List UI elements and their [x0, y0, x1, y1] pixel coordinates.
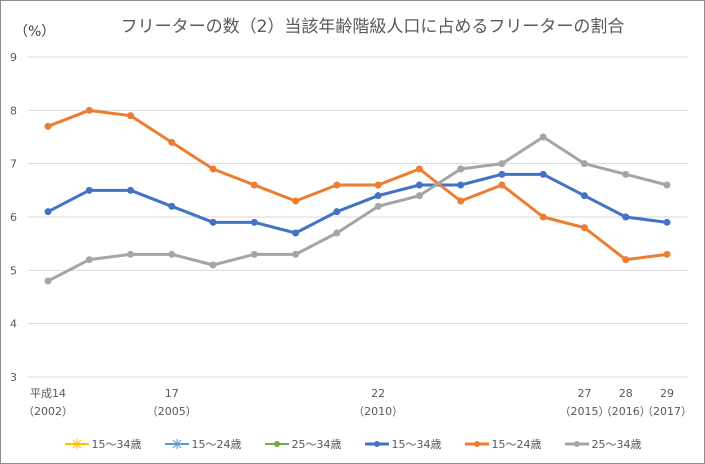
legend-label: 25～34歳 — [591, 438, 642, 451]
y-tick-label: 8 — [10, 104, 17, 117]
y-axis-unit: （%） — [14, 24, 56, 40]
data-point — [622, 256, 630, 264]
x-tick-label: 17 — [165, 387, 179, 400]
data-point — [374, 192, 382, 200]
data-point — [374, 181, 382, 189]
data-point — [292, 229, 300, 237]
x-tick-year-label: （2010） — [353, 405, 403, 418]
y-tick-label: 4 — [10, 318, 17, 331]
legend-item: 25～34歳 — [264, 436, 342, 452]
data-point — [333, 181, 341, 189]
series-2 — [44, 133, 671, 285]
data-point — [580, 224, 588, 232]
data-point — [415, 192, 423, 200]
data-point — [44, 277, 52, 285]
y-tick-label: 3 — [10, 371, 17, 384]
data-point — [333, 208, 341, 216]
x-tick-label: 22 — [371, 387, 385, 400]
data-point — [498, 160, 506, 168]
data-point — [85, 186, 93, 194]
data-point — [580, 160, 588, 168]
legend-marker-icon — [364, 441, 389, 447]
data-point — [498, 170, 506, 178]
data-point — [250, 250, 258, 258]
legend-marker-icon — [64, 439, 89, 449]
data-point — [457, 197, 465, 205]
data-point — [250, 218, 258, 226]
y-tick-label: 5 — [10, 264, 17, 277]
legend-label: 15～24歳 — [491, 438, 542, 451]
data-point — [292, 197, 300, 205]
legend-item: 15～34歳 — [364, 436, 442, 452]
data-point — [292, 250, 300, 258]
data-point — [44, 122, 52, 130]
data-point — [415, 165, 423, 173]
y-tick-label: 9 — [10, 51, 17, 64]
legend-marker-icon — [164, 439, 189, 449]
x-tick-year-label: （2005） — [147, 405, 197, 418]
x-tick-year-label: （2016） — [601, 405, 651, 418]
x-tick-label: 28 — [619, 387, 633, 400]
data-point — [622, 170, 630, 178]
data-point — [622, 213, 630, 221]
data-point — [580, 192, 588, 200]
data-point — [663, 250, 671, 258]
legend-item: 15～24歳 — [164, 436, 242, 452]
data-point — [168, 202, 176, 210]
data-point — [209, 218, 217, 226]
legend-marker-icon — [464, 441, 489, 447]
data-point — [333, 229, 341, 237]
data-point — [415, 181, 423, 189]
series-1 — [44, 106, 671, 264]
x-tick-label: 29 — [660, 387, 674, 400]
data-point — [539, 133, 547, 141]
legend-label: 25～34歳 — [291, 438, 342, 451]
data-point — [209, 261, 217, 269]
data-point — [498, 181, 506, 189]
data-point — [457, 165, 465, 173]
data-point — [663, 218, 671, 226]
chart-title: フリーターの数（2）当該年齢階級人口に占めるフリーターの割合 — [120, 17, 625, 37]
data-point — [374, 202, 382, 210]
data-point — [209, 165, 217, 173]
data-point — [127, 250, 135, 258]
legend-label: 15～34歳 — [91, 438, 142, 451]
x-tick-year-label: （2015） — [559, 405, 609, 418]
data-point — [127, 186, 135, 194]
data-point — [539, 170, 547, 178]
data-point — [127, 112, 135, 120]
plot-area: 3 4 5 6 7 8 9 平成14 （2002） 17 （2005） 22 （2010） 27 （201… — [10, 51, 692, 418]
data-point — [85, 106, 93, 114]
data-point — [539, 213, 547, 221]
legend-item: 15～34歳 — [64, 436, 142, 452]
series-line — [47, 108, 668, 262]
legend-item: 15～24歳 — [464, 436, 542, 452]
y-tick-label: 6 — [10, 211, 17, 224]
y-tick-label: 7 — [10, 158, 17, 171]
data-point — [44, 208, 52, 216]
data-point — [168, 250, 176, 258]
legend-label: 15～34歳 — [391, 438, 442, 451]
legend-marker-icon — [264, 441, 289, 447]
series-line — [47, 135, 668, 283]
legend-marker-icon — [564, 441, 589, 447]
series-0 — [44, 170, 671, 237]
x-tick-label: 27 — [577, 387, 591, 400]
data-point — [250, 181, 258, 189]
series-line — [47, 172, 668, 235]
x-tick-label: 平成14 — [30, 387, 66, 400]
data-point — [663, 181, 671, 189]
data-point — [457, 181, 465, 189]
data-point — [85, 256, 93, 264]
data-point — [168, 138, 176, 146]
legend: 15～34歳 15～24歳 25～34歳 15～34歳 15～24歳 25～34歳 — [0, 436, 705, 452]
x-tick-year-label: （2002） — [23, 405, 73, 418]
legend-item: 25～34歳 — [564, 436, 642, 452]
x-tick-year-label: （2017） — [642, 405, 692, 418]
legend-label: 15～24歳 — [191, 438, 242, 451]
